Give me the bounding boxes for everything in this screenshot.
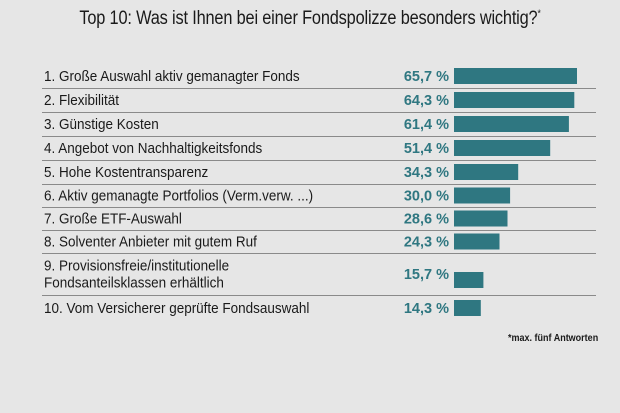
- category-label-1: 1. Große Auswahl aktiv gemanagter Fonds: [44, 69, 300, 85]
- value-label-1: 65,7 %: [404, 69, 449, 85]
- bar-9: [454, 272, 484, 288]
- title-footnote-marker: *: [537, 8, 541, 20]
- bar-5: [454, 164, 519, 180]
- bar-row-10: 10. Vom Versicherer geprüfte Fondsauswah…: [44, 300, 481, 317]
- category-label-6: 6. Aktiv gemanagte Portfolios (Verm.verw…: [44, 189, 313, 205]
- category-label-5: 5. Hohe Kostentransparenz: [44, 165, 208, 181]
- category-label-9-line-1: 9. Provisionsfreie/institutionelle: [44, 259, 229, 275]
- value-label-6: 30,0 %: [404, 189, 449, 205]
- category-label-7: 7. Große ETF-Auswahl: [44, 212, 182, 228]
- bar-10: [454, 300, 481, 316]
- value-label-5: 34,3 %: [404, 165, 449, 181]
- bar-row-1: 1. Große Auswahl aktiv gemanagter Fonds 6…: [42, 68, 596, 89]
- bar-row-4: 4. Angebot von Nachhaltigkeitsfonds 51,4 …: [42, 140, 596, 161]
- footnote: *max. fünf Antworten: [507, 333, 598, 344]
- chart-title: Top 10: Was ist Ihnen bei einer Fondspol…: [43, 8, 576, 30]
- bar-2: [454, 92, 575, 108]
- value-label-8: 24,3 %: [404, 235, 449, 251]
- bar-4: [454, 140, 551, 156]
- bar-3: [454, 116, 569, 132]
- value-label-2: 64,3 %: [404, 93, 449, 109]
- value-label-7: 28,6 %: [404, 212, 449, 228]
- category-label-9-line-2: Fondsanteilsklassen erhältlich: [44, 276, 224, 292]
- bar-7: [454, 210, 508, 227]
- value-label-4: 51,4 %: [404, 141, 449, 157]
- bar-row-5: 5. Hohe Kostentransparenz 34,3 %: [42, 164, 596, 185]
- value-label-10: 14,3 %: [404, 301, 449, 317]
- bar-row-7: 7. Große ETF-Auswahl 28,6 %: [42, 210, 596, 231]
- bar-row-2: 2. Flexibilität 64,3 %: [42, 92, 596, 113]
- chart-title-text: Top 10: Was ist Ihnen bei einer Fondspol…: [79, 8, 538, 29]
- bar-row-9: 9. Provisionsfreie/institutionelleFondsa…: [42, 259, 596, 296]
- bar-row-8: 8. Solventer Anbieter mit gutem Ruf 24,3 …: [42, 233, 596, 254]
- bar-8: [454, 233, 500, 250]
- value-label-9: 15,7 %: [404, 267, 449, 283]
- bar-6: [454, 187, 511, 204]
- category-label-10: 10. Vom Versicherer geprüfte Fondsauswah…: [44, 301, 309, 317]
- category-label-4: 4. Angebot von Nachhaltigkeitsfonds: [44, 141, 262, 157]
- category-label-8: 8. Solventer Anbieter mit gutem Ruf: [44, 235, 258, 251]
- bar-1: [454, 68, 577, 84]
- bar-row-6: 6. Aktiv gemanagte Portfolios (Verm.verw…: [42, 187, 596, 208]
- value-label-3: 61,4 %: [404, 117, 449, 133]
- bar-row-3: 3. Günstige Kosten 61,4 %: [42, 116, 596, 137]
- category-label-2: 2. Flexibilität: [44, 93, 119, 109]
- category-label-3: 3. Günstige Kosten: [44, 117, 159, 133]
